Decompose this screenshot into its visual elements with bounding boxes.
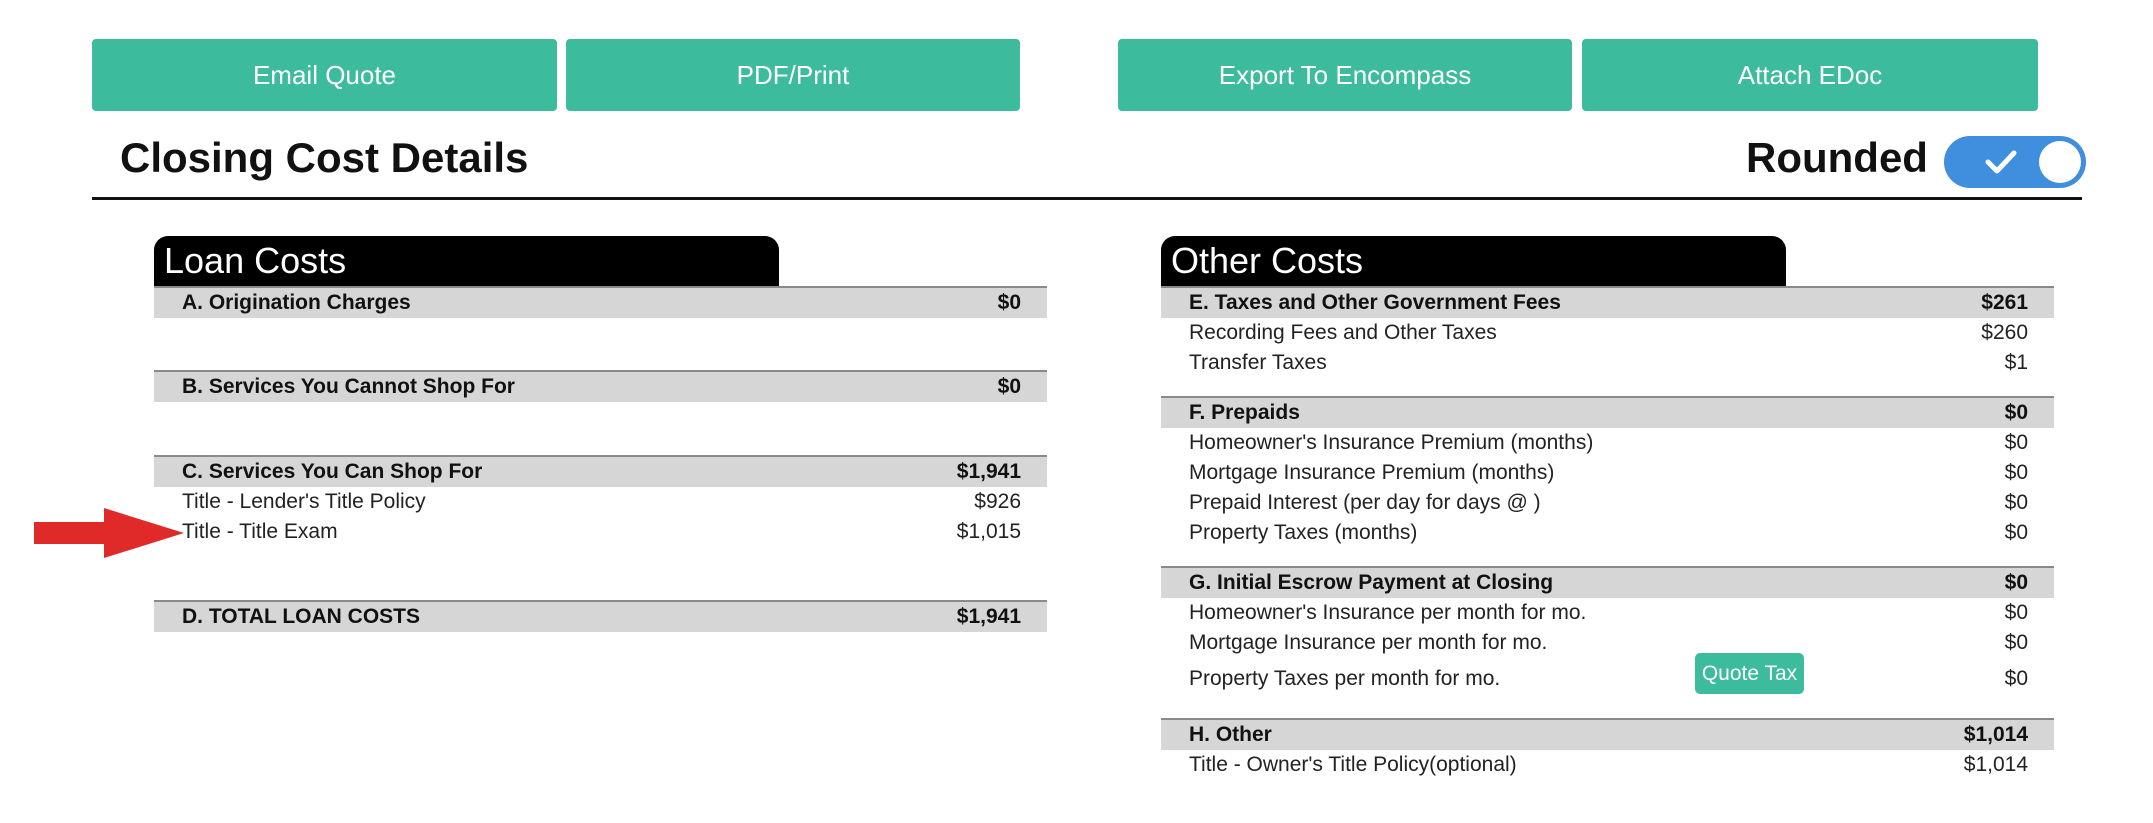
section-amount: $1,014 bbox=[1963, 723, 2028, 746]
loan-costs-panel: A. Origination Charges $0 B. Services Yo… bbox=[154, 286, 1047, 632]
line-item-amount: $926 bbox=[974, 490, 1021, 513]
email-quote-button[interactable]: Email Quote bbox=[92, 39, 557, 111]
line-item: Property Taxes (months) $0 bbox=[1161, 518, 2054, 548]
page-title: Closing Cost Details bbox=[120, 134, 529, 181]
section-label: F. Prepaids bbox=[1189, 401, 1300, 424]
line-item-amount: $0 bbox=[2004, 601, 2028, 624]
section-label: B. Services You Cannot Shop For bbox=[182, 375, 515, 398]
rounded-label: Rounded bbox=[1746, 134, 1928, 181]
line-item-amount: $0 bbox=[2004, 491, 2028, 514]
line-item-amount: $260 bbox=[1981, 321, 2028, 344]
section-header-b: B. Services You Cannot Shop For $0 bbox=[154, 370, 1047, 402]
line-item-label: Prepaid Interest (per day for days @ ) bbox=[1189, 491, 1541, 514]
section-header-h: H. Other $1,014 bbox=[1161, 718, 2054, 750]
line-item: Prepaid Interest (per day for days @ ) $… bbox=[1161, 488, 2054, 518]
line-item-label: Property Taxes per month for mo. bbox=[1189, 667, 1501, 690]
export-to-encompass-button[interactable]: Export To Encompass bbox=[1118, 39, 1572, 111]
line-item: Homeowner's Insurance Premium (months) $… bbox=[1161, 428, 2054, 458]
line-item: Mortgage Insurance per month for mo. $0 bbox=[1161, 628, 2054, 658]
section-header-c: C. Services You Can Shop For $1,941 bbox=[154, 455, 1047, 487]
section-label: H. Other bbox=[1189, 723, 1272, 746]
section-label: G. Initial Escrow Payment at Closing bbox=[1189, 571, 1554, 594]
section-amount: $0 bbox=[997, 375, 1021, 398]
line-item: Title - Owner's Title Policy(optional) $… bbox=[1161, 750, 2054, 780]
section-amount: $0 bbox=[2004, 401, 2028, 424]
rounded-toggle[interactable] bbox=[1944, 136, 2086, 188]
arrow-right-icon bbox=[34, 508, 184, 558]
section-header-f: F. Prepaids $0 bbox=[1161, 396, 2054, 428]
line-item-label: Mortgage Insurance Premium (months) bbox=[1189, 461, 1555, 484]
line-item-label: Homeowner's Insurance Premium (months) bbox=[1189, 431, 1594, 454]
line-item: Property Taxes per month for mo. $0 bbox=[1161, 658, 2054, 700]
other-costs-panel: E. Taxes and Other Government Fees $261 … bbox=[1161, 286, 2054, 780]
line-item-amount: $1,014 bbox=[1963, 753, 2028, 776]
line-item-label: Homeowner's Insurance per month for mo. bbox=[1189, 601, 1587, 624]
section-amount: $1,941 bbox=[956, 460, 1021, 483]
section-label: E. Taxes and Other Government Fees bbox=[1189, 291, 1561, 314]
line-item-label: Mortgage Insurance per month for mo. bbox=[1189, 631, 1548, 654]
section-label: A. Origination Charges bbox=[182, 291, 411, 314]
line-item-label: Recording Fees and Other Taxes bbox=[1189, 321, 1497, 344]
line-item: Transfer Taxes $1 bbox=[1161, 348, 2054, 378]
line-item-label: Title - Lender's Title Policy bbox=[182, 490, 426, 513]
line-item-amount: $0 bbox=[2004, 461, 2028, 484]
pdf-print-button[interactable]: PDF/Print bbox=[566, 39, 1020, 111]
section-amount: $1,941 bbox=[956, 605, 1021, 628]
quote-tax-button[interactable]: Quote Tax bbox=[1695, 653, 1804, 694]
attach-edoc-button[interactable]: Attach EDoc bbox=[1582, 39, 2038, 111]
section-header-g: G. Initial Escrow Payment at Closing $0 bbox=[1161, 566, 2054, 598]
line-item: Homeowner's Insurance per month for mo. … bbox=[1161, 598, 2054, 628]
loan-costs-tab: Loan Costs bbox=[154, 236, 779, 286]
section-header-a: A. Origination Charges $0 bbox=[154, 286, 1047, 318]
section-header-e: E. Taxes and Other Government Fees $261 bbox=[1161, 286, 2054, 318]
line-item-amount: $1 bbox=[2004, 351, 2028, 374]
section-label: C. Services You Can Shop For bbox=[182, 460, 483, 483]
line-item-amount: $0 bbox=[2004, 521, 2028, 544]
section-amount: $261 bbox=[1981, 291, 2028, 314]
line-item-label: Title - Owner's Title Policy(optional) bbox=[1189, 753, 1517, 776]
line-item-amount: $0 bbox=[2004, 667, 2028, 690]
line-item-amount: $1,015 bbox=[956, 520, 1021, 543]
title-divider bbox=[92, 197, 2082, 200]
section-header-d: D. TOTAL LOAN COSTS $1,941 bbox=[154, 600, 1047, 632]
line-item-label: Transfer Taxes bbox=[1189, 351, 1327, 374]
toggle-knob bbox=[2039, 141, 2081, 183]
line-item-label: Title - Title Exam bbox=[182, 520, 338, 543]
line-item-amount: $0 bbox=[2004, 631, 2028, 654]
line-item: Mortgage Insurance Premium (months) $0 bbox=[1161, 458, 2054, 488]
section-amount: $0 bbox=[2004, 571, 2028, 594]
check-icon bbox=[1985, 150, 2017, 174]
other-costs-tab: Other Costs bbox=[1161, 236, 1786, 286]
section-label: D. TOTAL LOAN COSTS bbox=[182, 605, 421, 628]
line-item-label: Property Taxes (months) bbox=[1189, 521, 1418, 544]
section-amount: $0 bbox=[997, 291, 1021, 314]
line-item: Title - Title Exam $1,015 bbox=[154, 517, 1047, 547]
line-item: Recording Fees and Other Taxes $260 bbox=[1161, 318, 2054, 348]
line-item: Title - Lender's Title Policy $926 bbox=[154, 487, 1047, 517]
line-item-amount: $0 bbox=[2004, 431, 2028, 454]
